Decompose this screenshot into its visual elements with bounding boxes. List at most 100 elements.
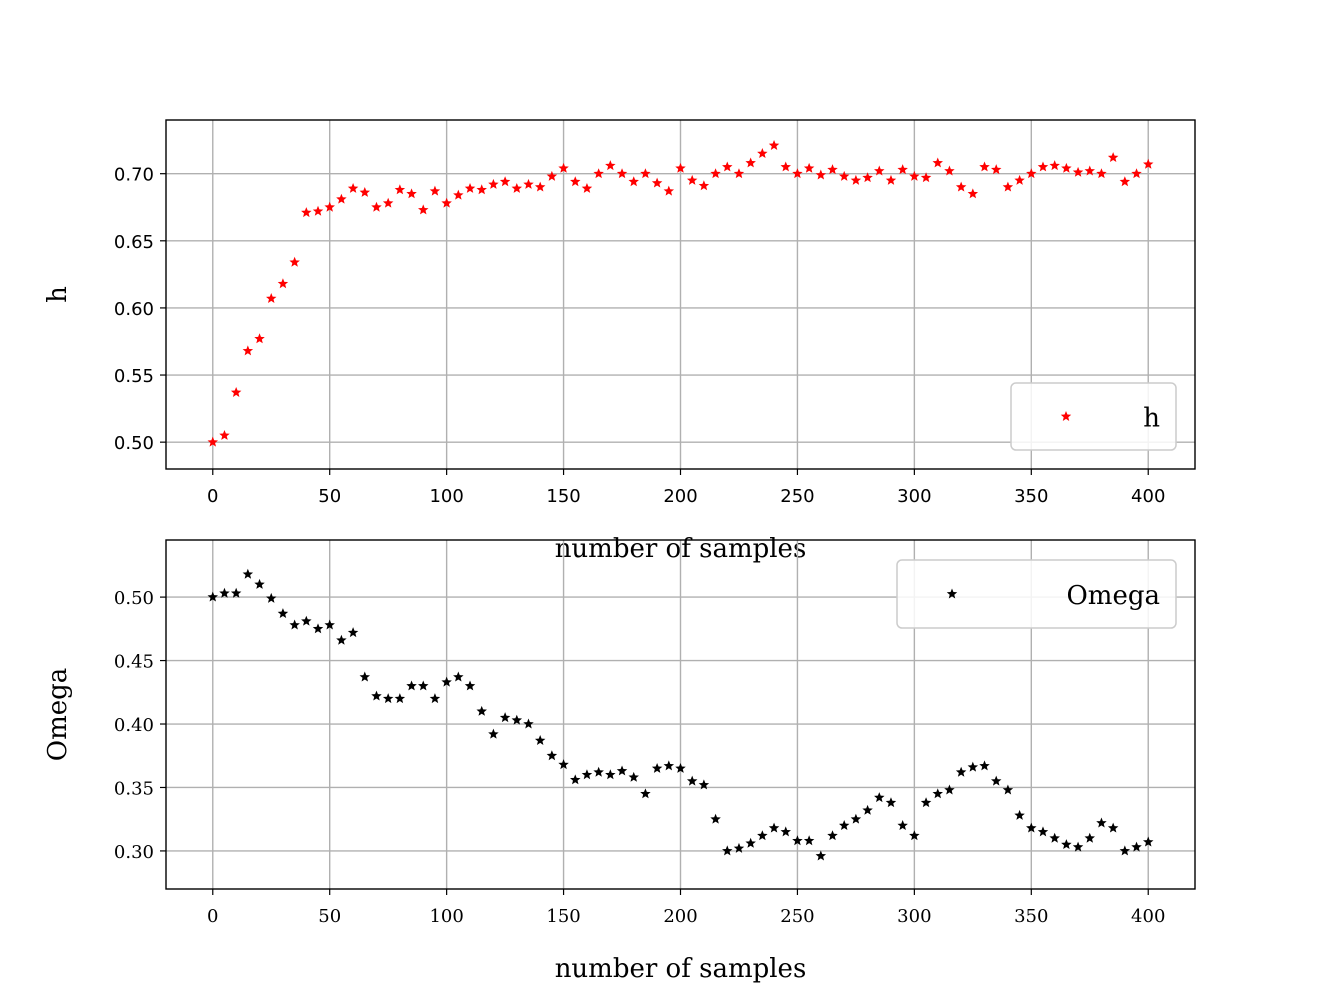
y-tick-label: 0.60 (114, 299, 154, 320)
data-point (382, 197, 394, 208)
data-point (1084, 165, 1095, 176)
data-point (581, 182, 593, 193)
data-point (453, 671, 464, 682)
data-point (616, 168, 628, 179)
data-point (406, 680, 417, 691)
data-point (488, 728, 499, 739)
data-point (722, 845, 733, 856)
data-point (1096, 168, 1107, 179)
data-point (1002, 784, 1014, 795)
data-point (558, 759, 569, 770)
data-point (1143, 836, 1154, 847)
y-tick-label: 0.70 (114, 165, 154, 186)
x-tick-label: 350 (1014, 906, 1048, 927)
data-point (511, 182, 523, 193)
data-point (1084, 832, 1095, 843)
data-point (990, 164, 1002, 175)
data-point (230, 386, 242, 397)
data-point (488, 178, 499, 189)
data-point (944, 165, 955, 176)
data-point (605, 769, 616, 780)
y-tick-label: 0.45 (114, 652, 154, 673)
data-point (733, 842, 745, 853)
x-tick-label: 100 (429, 486, 463, 507)
legend-label: h (1143, 404, 1160, 434)
data-point (242, 568, 254, 579)
x-axis-label: number of samples (555, 954, 807, 984)
data-point (347, 182, 359, 193)
data-point (920, 172, 932, 183)
x-tick-label: 50 (318, 906, 341, 927)
data-point (675, 762, 686, 773)
data-point (815, 850, 827, 861)
x-tick-label: 150 (546, 486, 580, 507)
data-point (301, 615, 312, 626)
data-point (418, 204, 429, 215)
y-axis-label: Omega (43, 668, 73, 762)
legend-box (1010, 382, 1177, 451)
data-point (1014, 809, 1025, 820)
data-point (768, 140, 780, 150)
plot-frame (165, 539, 1196, 890)
data-point (640, 788, 651, 799)
data-point (394, 184, 406, 195)
data-point (827, 164, 838, 175)
data-point (955, 766, 967, 777)
data-point (955, 181, 967, 192)
data-point (242, 345, 254, 356)
data-point (897, 820, 908, 830)
data-point (768, 822, 780, 833)
data-point (371, 690, 382, 701)
data-point (254, 333, 265, 344)
data-point (277, 608, 289, 619)
data-point (815, 169, 827, 180)
data-point (1061, 839, 1072, 850)
data-point (1026, 822, 1037, 833)
data-point (418, 680, 429, 691)
data-point (289, 619, 300, 630)
x-tick-label: 0 (207, 906, 218, 927)
x-tick-label: 200 (663, 906, 697, 927)
data-point (1002, 181, 1014, 192)
data-point (1119, 176, 1131, 187)
data-point (675, 162, 686, 173)
legend-marker (1060, 411, 1072, 421)
data-point (874, 165, 885, 176)
data-point (920, 797, 932, 808)
data-point (207, 591, 218, 602)
data-point (254, 578, 265, 589)
data-point (909, 170, 920, 181)
x-tick-label: 250 (780, 906, 814, 927)
data-point (1049, 832, 1060, 843)
data-point (429, 693, 441, 704)
legend-label: Omega (1066, 581, 1160, 611)
data-point (827, 830, 838, 841)
data-point (651, 177, 663, 188)
series-h (207, 140, 1154, 447)
data-point (710, 168, 721, 179)
x-tick-label: 350 (1014, 486, 1048, 507)
data-point (1037, 161, 1049, 172)
data-point (336, 634, 347, 645)
data-point (1049, 160, 1060, 171)
data-point (979, 760, 990, 771)
data-point (663, 185, 675, 196)
data-point (862, 172, 873, 183)
chart-panel-1: 0 50 100 150 200 250 300 350 400 0.50 0.55 0.60 0.65… (43, 119, 1196, 564)
data-point (359, 671, 371, 682)
x-tick-label: 100 (429, 906, 463, 927)
data-point (570, 774, 581, 785)
data-point (628, 771, 639, 782)
x-tick-label: 250 (780, 486, 814, 507)
data-point (698, 779, 710, 790)
data-point (967, 188, 979, 199)
x-tick-label: 400 (1131, 906, 1165, 927)
y-tick-label: 0.55 (114, 366, 154, 387)
data-point (429, 185, 441, 196)
x-tick-label: 150 (546, 906, 580, 927)
data-point (476, 705, 487, 716)
data-point (885, 797, 897, 808)
data-point (850, 174, 862, 185)
data-point (219, 429, 230, 440)
